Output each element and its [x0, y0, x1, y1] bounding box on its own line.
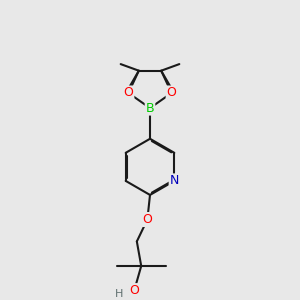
Text: O: O: [129, 284, 139, 297]
Text: O: O: [167, 86, 176, 100]
Text: N: N: [169, 174, 179, 188]
Text: H: H: [115, 289, 124, 299]
Text: B: B: [146, 102, 154, 115]
Text: O: O: [124, 86, 134, 100]
Text: O: O: [142, 213, 152, 226]
